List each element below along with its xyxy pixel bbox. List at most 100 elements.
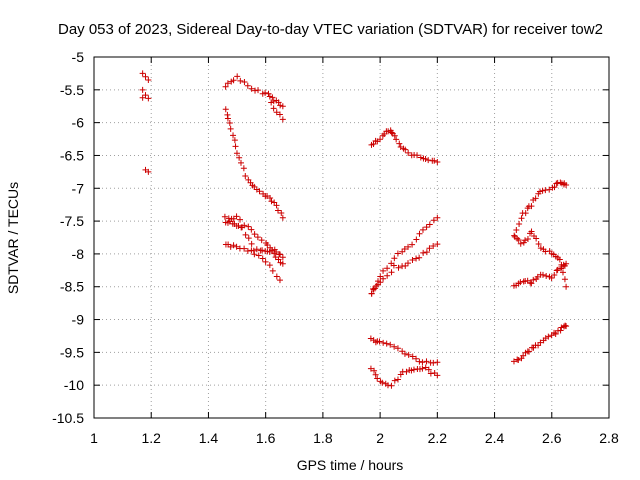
data-point: [237, 159, 244, 166]
y-tick-label: -5: [72, 49, 85, 65]
data-point: [536, 188, 543, 195]
data-point: [145, 168, 152, 175]
data-point: [396, 140, 403, 147]
data-point: [416, 254, 423, 261]
y-tick-label: -7: [72, 180, 85, 196]
data-point: [372, 371, 379, 378]
data-point: [420, 249, 427, 256]
grid-lines: [94, 57, 609, 418]
x-axis-label: GPS time / hours: [297, 457, 404, 473]
data-point: [542, 335, 549, 342]
data-point: [387, 341, 394, 348]
data-point: [253, 246, 260, 253]
data-point: [434, 359, 441, 366]
data-point: [231, 137, 238, 144]
y-tick-label: -7.5: [60, 213, 84, 229]
data-point: [528, 280, 535, 287]
data-point: [399, 248, 406, 255]
data-point: [237, 77, 244, 84]
data-point: [434, 214, 441, 221]
data-point: [222, 106, 229, 113]
data-point: [279, 254, 286, 261]
data-point: [402, 262, 409, 269]
data-point: [377, 136, 384, 143]
data-point: [262, 89, 269, 96]
data-point: [267, 194, 274, 201]
data-point: [251, 251, 258, 258]
data-point: [384, 382, 391, 389]
data-point: [242, 172, 249, 179]
data-point: [430, 243, 437, 250]
data-point: [262, 258, 269, 265]
x-tick-label: 1.4: [199, 430, 219, 446]
data-point: [390, 262, 397, 269]
data-point: [224, 115, 231, 122]
data-point: [250, 247, 257, 254]
data-point: [251, 231, 258, 238]
data-point: [273, 273, 280, 280]
data-point: [268, 99, 275, 106]
data-point: [409, 353, 416, 360]
data-point: [255, 252, 262, 259]
data-point: [139, 70, 146, 77]
data-point: [537, 245, 544, 252]
data-point: [145, 76, 152, 83]
y-tick-label: -10: [64, 377, 84, 393]
y-tick-label: -8.5: [60, 279, 84, 295]
data-point: [557, 327, 564, 334]
data-point: [510, 358, 517, 365]
data-point: [279, 103, 286, 110]
data-point: [139, 86, 146, 93]
data-point: [532, 195, 539, 202]
data-point: [515, 237, 522, 244]
data-point: [533, 235, 540, 242]
data-point: [245, 235, 252, 242]
data-point: [266, 93, 273, 100]
data-point: [431, 157, 438, 164]
data-point: [277, 251, 284, 258]
data-point: [563, 181, 570, 188]
data-point: [563, 260, 570, 267]
data-point: [520, 278, 527, 285]
data-point: [405, 351, 412, 358]
data-point: [551, 272, 558, 279]
data-point: [545, 333, 552, 340]
data-point: [380, 339, 387, 346]
data-point: [273, 202, 280, 209]
data-point: [511, 232, 518, 239]
y-tick-label: -9.5: [60, 344, 84, 360]
data-point: [434, 372, 441, 379]
data-points: [139, 70, 570, 389]
data-point: [558, 324, 565, 331]
data-point: [233, 213, 240, 220]
data-point: [145, 95, 152, 102]
data-point: [524, 235, 531, 242]
data-point: [535, 240, 542, 247]
x-tick-label: 2.4: [485, 430, 505, 446]
data-point: [419, 365, 426, 372]
data-point: [552, 331, 559, 338]
data-point: [401, 246, 408, 253]
data-point: [391, 377, 398, 384]
data-point: [425, 366, 432, 373]
data-point: [372, 339, 379, 346]
data-point: [233, 150, 240, 157]
data-point: [277, 102, 284, 109]
data-point: [522, 210, 529, 217]
data-point: [236, 154, 243, 161]
data-point: [537, 339, 544, 346]
data-point: [561, 276, 568, 283]
data-point: [374, 375, 381, 382]
data-point: [426, 245, 433, 252]
data-point: [430, 217, 437, 224]
data-point: [142, 73, 149, 80]
data-point: [268, 198, 275, 205]
data-point: [405, 260, 412, 267]
data-point: [278, 210, 285, 216]
data-point: [269, 267, 276, 274]
data-point: [408, 367, 415, 374]
data-point: [517, 279, 524, 286]
data-point: [255, 87, 262, 94]
data-point: [409, 256, 416, 263]
